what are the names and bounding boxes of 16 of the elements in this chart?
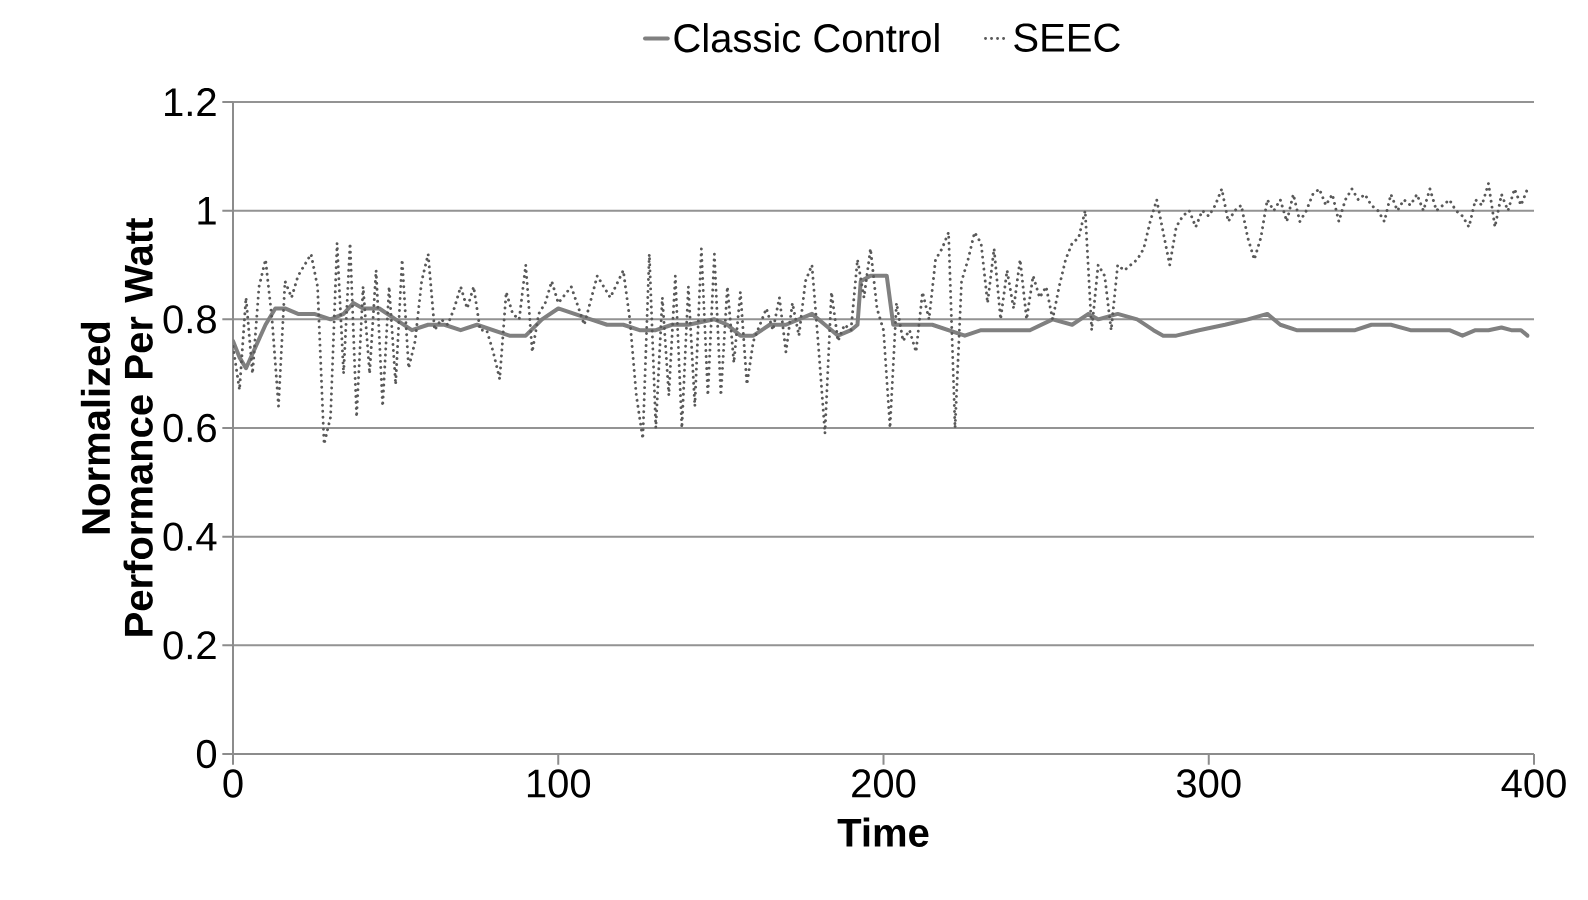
legend-label: SEEC (1014, 23, 1120, 52)
y-axis-title: Normalized Performance Per Watt (80, 218, 153, 636)
y-tick-label: 0.8 (163, 305, 216, 334)
legend-label: Classic Control (674, 23, 939, 53)
x-tick-label: 300 (1176, 769, 1241, 798)
x-axis-title: Time (837, 817, 929, 847)
y-tick-label: 1.2 (165, 88, 216, 116)
y-tick-label: 0.2 (163, 631, 216, 660)
y-tick-label: 0.4 (163, 522, 217, 551)
y-tick-label: 0.6 (163, 413, 216, 443)
x-tick-label: 0 (223, 769, 243, 798)
x-tick-label: 200 (852, 769, 916, 798)
y-tick-label: 0 (196, 739, 217, 769)
x-tick-label: 100 (527, 769, 591, 798)
x-tick-label: 400 (1501, 769, 1566, 798)
y-tick-label: 1 (198, 196, 216, 225)
